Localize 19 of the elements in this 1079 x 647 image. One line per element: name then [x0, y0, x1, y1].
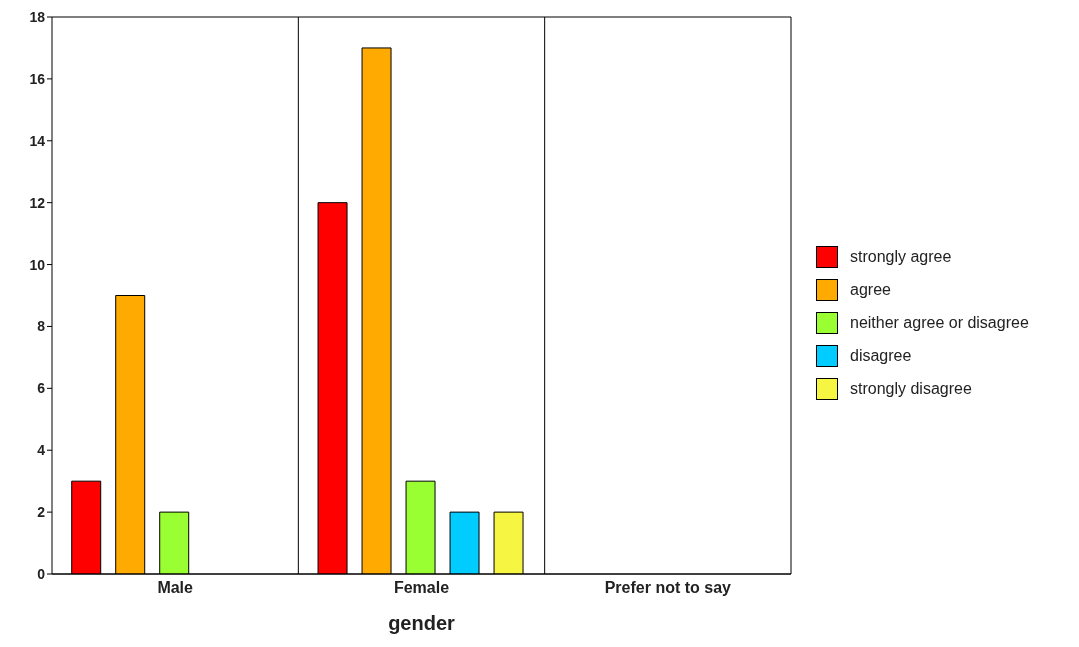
x-tick-label: Male — [157, 579, 194, 597]
y-tick-label: 0 — [37, 565, 46, 582]
y-tick-label: 16 — [29, 70, 46, 87]
legend-label: strongly disagree — [850, 380, 972, 398]
y-tick-label: 2 — [37, 504, 46, 521]
y-tick-label: 6 — [37, 380, 46, 397]
y-tick-label: 4 — [37, 442, 46, 459]
x-tick-label: Prefer not to say — [604, 579, 732, 597]
y-tick-label: 8 — [37, 318, 46, 335]
y-tick-label: 18 — [29, 8, 46, 25]
legend-label: neither agree or disagree — [850, 314, 1029, 332]
x-tick-label: Female — [393, 579, 450, 597]
y-tick-label: 10 — [29, 256, 46, 273]
y-tick-label: 12 — [29, 194, 46, 211]
legend-label: agree — [850, 281, 891, 299]
legend-label: strongly agree — [850, 248, 952, 266]
legend-label: disagree — [850, 347, 912, 365]
y-tick-label: 14 — [29, 132, 46, 149]
x-axis-title: gender — [388, 612, 456, 634]
